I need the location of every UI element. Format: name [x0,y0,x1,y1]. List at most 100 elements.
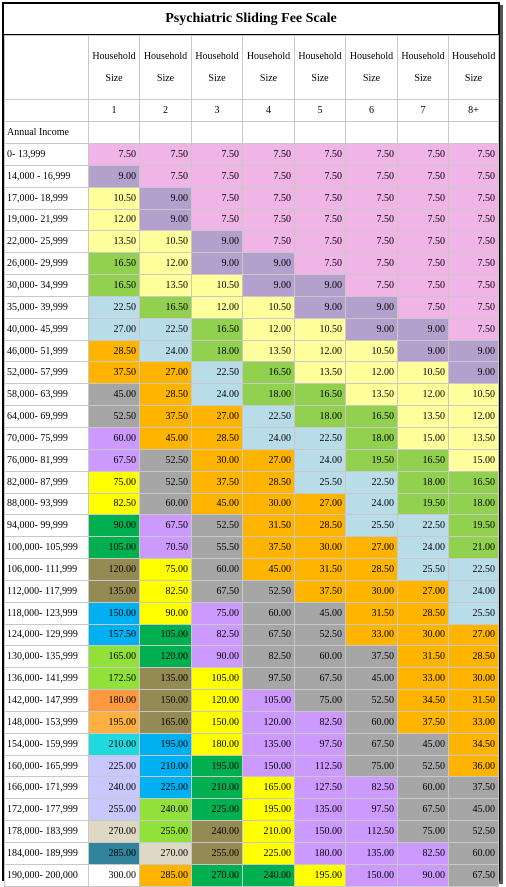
fee-cell: 7.50 [397,186,449,210]
size-number-1: 1 [88,99,140,122]
fee-cell: 36.00 [448,754,499,778]
fee-cell: 240.00 [191,820,243,843]
income-range-label: 166,000- 171,999 [4,776,89,800]
fee-cell: 52.50 [397,754,449,778]
header-row: Household Size Household Size Household Size H… [4,35,499,100]
fee-cell: 27.00 [448,623,499,647]
header-word-household: Household [298,50,342,62]
fee-cell: 33.00 [345,623,398,647]
fee-cell: 7.50 [448,164,499,188]
fee-cell: 255.00 [139,820,192,843]
fee-cell: 9.00 [448,361,499,385]
fee-cell: 7.50 [242,186,295,210]
size-number-row: 1 2 3 4 5 6 7 8+ [4,99,499,122]
fee-cell: 300.00 [88,863,140,887]
fee-cell: 60.00 [345,710,398,734]
fee-cell: 16.50 [448,470,499,494]
fee-cell: 225.00 [139,776,192,800]
fee-table: Household Size Household Size Household Size H… [4,35,499,887]
fee-cell: 9.00 [242,274,295,297]
size-number-6: 6 [345,99,398,122]
income-range-label: 124,000- 129,999 [4,623,89,647]
fee-cell: 7.50 [448,295,499,319]
fee-cell: 105.00 [139,623,192,647]
fee-cell: 75.00 [294,689,346,712]
income-range-label: 160,000- 165,999 [4,754,89,778]
fee-cell: 135.00 [345,842,398,865]
blank-cell [242,121,295,144]
income-range-label: 19,000- 21,999 [4,208,89,232]
fee-cell: 12.00 [242,317,295,341]
fee-cell: 10.50 [345,339,398,363]
fee-cell: 16.50 [88,274,140,297]
income-range-label: 26,000- 29,999 [4,252,89,276]
header-word-household: Household [246,50,291,62]
fee-cell: 10.50 [448,383,499,407]
fee-cell: 7.50 [397,208,449,232]
fee-cell: 55.50 [191,536,243,560]
fee-cell: 25.50 [294,470,346,494]
fee-cell: 7.50 [397,230,449,254]
fee-cell: 7.50 [345,252,398,276]
income-range-label: 118,000- 123,999 [4,601,89,625]
fee-cell: 45.00 [88,383,140,407]
fee-cell: 82.50 [191,623,243,647]
fee-cell: 28.50 [139,383,192,407]
blank-cell [294,121,346,144]
fee-cell: 28.50 [397,601,449,625]
fee-cell: 7.50 [242,208,295,232]
fee-cell: 75.00 [397,820,449,843]
household-size-header: Household Size [345,35,398,100]
fee-cell: 9.00 [191,252,243,276]
fee-cell: 60.00 [88,426,140,450]
fee-cell: 7.50 [448,208,499,232]
fee-cell: 9.00 [345,317,398,341]
fee-cell: 52.50 [139,470,192,494]
income-range-label: 106,000- 111,999 [4,558,89,581]
fee-cell: 135.00 [139,667,192,691]
fee-cell: 7.50 [294,208,346,232]
fee-cell: 9.00 [139,208,192,232]
fee-cell: 28.50 [88,339,140,363]
fee-cell: 22.50 [294,426,346,450]
size-number-7: 7 [397,99,449,122]
income-range-label: 88,000- 93,999 [4,492,89,516]
income-range-label: 22,000- 25,999 [4,230,89,254]
fee-cell: 12.00 [345,361,398,385]
fee-cell: 31.50 [345,601,398,625]
fee-cell: 7.50 [139,143,192,166]
fee-cell: 165.00 [242,776,295,800]
fee-cell: 7.50 [345,143,398,166]
fee-cell: 7.50 [191,143,243,166]
fee-cell: 27.00 [397,579,449,603]
fee-cell: 9.00 [345,295,398,319]
fee-cell: 105.00 [88,536,140,560]
header-word-size: Size [105,72,123,84]
header-word-size: Size [464,72,483,84]
income-range-label: 76,000- 81,999 [4,448,89,472]
table-row: 160,000- 165,999 225.00 210.00 195.00 150.00… [4,754,499,778]
fee-cell: 285.00 [88,842,140,865]
fee-cell: 22.50 [242,405,295,428]
table-row: 82,000- 87,999 75.00 52.50 37.50 28.50 25.50 2… [4,470,499,494]
fee-cell: 12.00 [294,339,346,363]
fee-cell: 37.50 [191,470,243,494]
table-row: 26,000- 29,999 16.50 12.00 9.00 9.00 7.50 7.50… [4,252,499,276]
fee-cell: 7.50 [397,252,449,276]
fee-cell: 13.50 [242,339,295,363]
fee-cell: 120.00 [88,558,140,581]
fee-cell: 7.50 [448,186,499,210]
fee-cell: 52.50 [139,448,192,472]
fee-cell: 37.50 [448,776,499,800]
fee-cell: 210.00 [242,820,295,843]
fee-cell: 7.50 [397,143,449,166]
fee-cell: 9.00 [191,230,243,254]
income-range-label: 17,000- 18,999 [4,186,89,210]
blank-cell [448,121,499,144]
table-row: 0- 13,999 7.50 7.50 7.50 7.50 7.50 7.50 7.50 7.5… [4,143,499,166]
fee-cell: 195.00 [191,754,243,778]
income-range-label: 0- 13,999 [4,143,89,166]
fee-cell: 37.50 [139,405,192,428]
household-size-header: Household Size [191,35,243,100]
